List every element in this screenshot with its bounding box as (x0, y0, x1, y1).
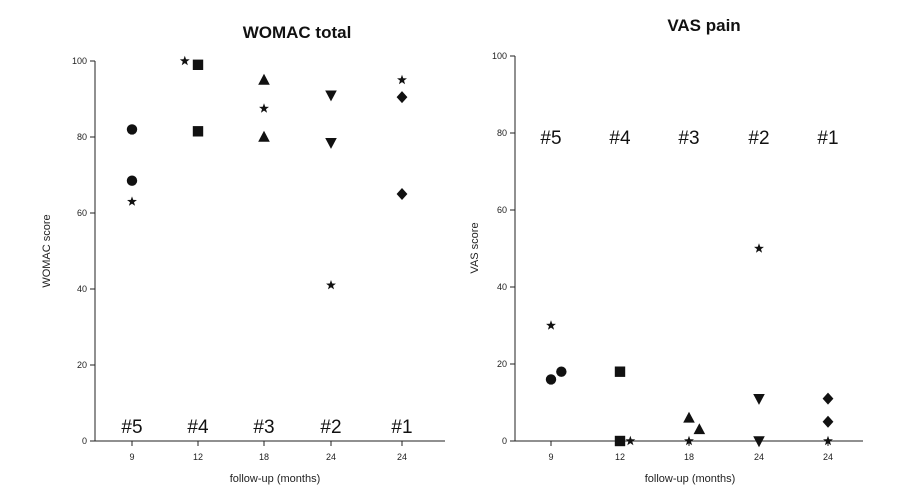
data-point-triangle (683, 411, 695, 423)
x-tick-label: 24 (754, 452, 764, 462)
data-point-star (179, 55, 190, 66)
y-axis-label: WOMAC score (41, 214, 53, 287)
x-tick-label: 12 (193, 452, 203, 462)
data-point-square (614, 366, 626, 377)
data-point-triangle (258, 130, 270, 142)
data-point-star (259, 103, 269, 113)
x-tick-label: 18 (259, 452, 269, 462)
data-point-triangle-down (753, 393, 765, 405)
data-point-circle (126, 175, 138, 186)
data-point-square (614, 435, 626, 447)
data-point-diamond (822, 415, 834, 428)
data-point-diamond (396, 91, 408, 104)
data-point-circle (126, 124, 138, 135)
y-tick-label: 40 (77, 284, 87, 294)
group-label: #4 (609, 128, 631, 149)
x-tick-label: 24 (823, 452, 833, 462)
data-point-star (546, 320, 556, 330)
data-point-star (684, 435, 694, 446)
group-label: #3 (678, 128, 699, 149)
group-label: #2 (748, 128, 769, 149)
data-point-star (625, 435, 636, 446)
data-point-circle (556, 366, 567, 377)
group-label: #4 (187, 417, 209, 438)
y-tick-label: 100 (72, 56, 87, 66)
data-point-star (326, 280, 336, 290)
y-tick-label: 60 (77, 208, 87, 218)
y-tick-label: 20 (77, 360, 87, 370)
data-point-star (754, 243, 764, 253)
data-point-star (823, 435, 833, 446)
data-point-star (127, 196, 137, 206)
data-point-triangle-down (753, 436, 765, 448)
data-point-triangle-down (325, 138, 337, 149)
y-tick-label: 0 (502, 436, 507, 446)
x-axis-label: follow-up (months) (645, 473, 735, 485)
data-point-triangle (258, 73, 270, 85)
group-label: #5 (540, 128, 561, 149)
chart-title: WOMAC total (243, 23, 352, 42)
x-tick-label: 9 (548, 452, 553, 462)
x-tick-label: 12 (615, 452, 625, 462)
x-tick-label: 18 (684, 452, 694, 462)
group-label: #1 (817, 128, 838, 149)
group-label: #3 (253, 417, 274, 438)
x-tick-label: 9 (129, 452, 134, 462)
data-point-triangle (693, 423, 706, 435)
data-point-triangle-down (325, 90, 337, 102)
vas-panel: VAS pain follow-up (months) VAS score 0 2… (469, 16, 863, 485)
data-point-diamond (822, 392, 834, 405)
x-axis-label: follow-up (months) (230, 473, 320, 485)
womac-panel: WOMAC total follow-up (months) WOMAC sco… (41, 23, 445, 485)
y-tick-label: 80 (77, 132, 87, 142)
y-axis-label: VAS score (469, 222, 481, 273)
group-label: #1 (391, 417, 412, 438)
y-tick-label: 20 (497, 359, 507, 369)
data-point-square (192, 59, 204, 70)
data-point-square (192, 126, 204, 137)
data-point-circle (545, 374, 557, 385)
y-tick-label: 60 (497, 205, 507, 215)
y-tick-label: 80 (497, 128, 507, 138)
y-tick-label: 40 (497, 282, 507, 292)
y-tick-label: 0 (82, 436, 87, 446)
group-label: #5 (121, 417, 142, 438)
x-tick-label: 24 (326, 452, 336, 462)
x-tick-label: 24 (397, 452, 407, 462)
chart-title: VAS pain (667, 16, 740, 35)
data-point-diamond (396, 188, 408, 200)
data-point-star (397, 74, 407, 85)
y-tick-label: 100 (492, 51, 507, 61)
group-label: #2 (320, 417, 341, 438)
